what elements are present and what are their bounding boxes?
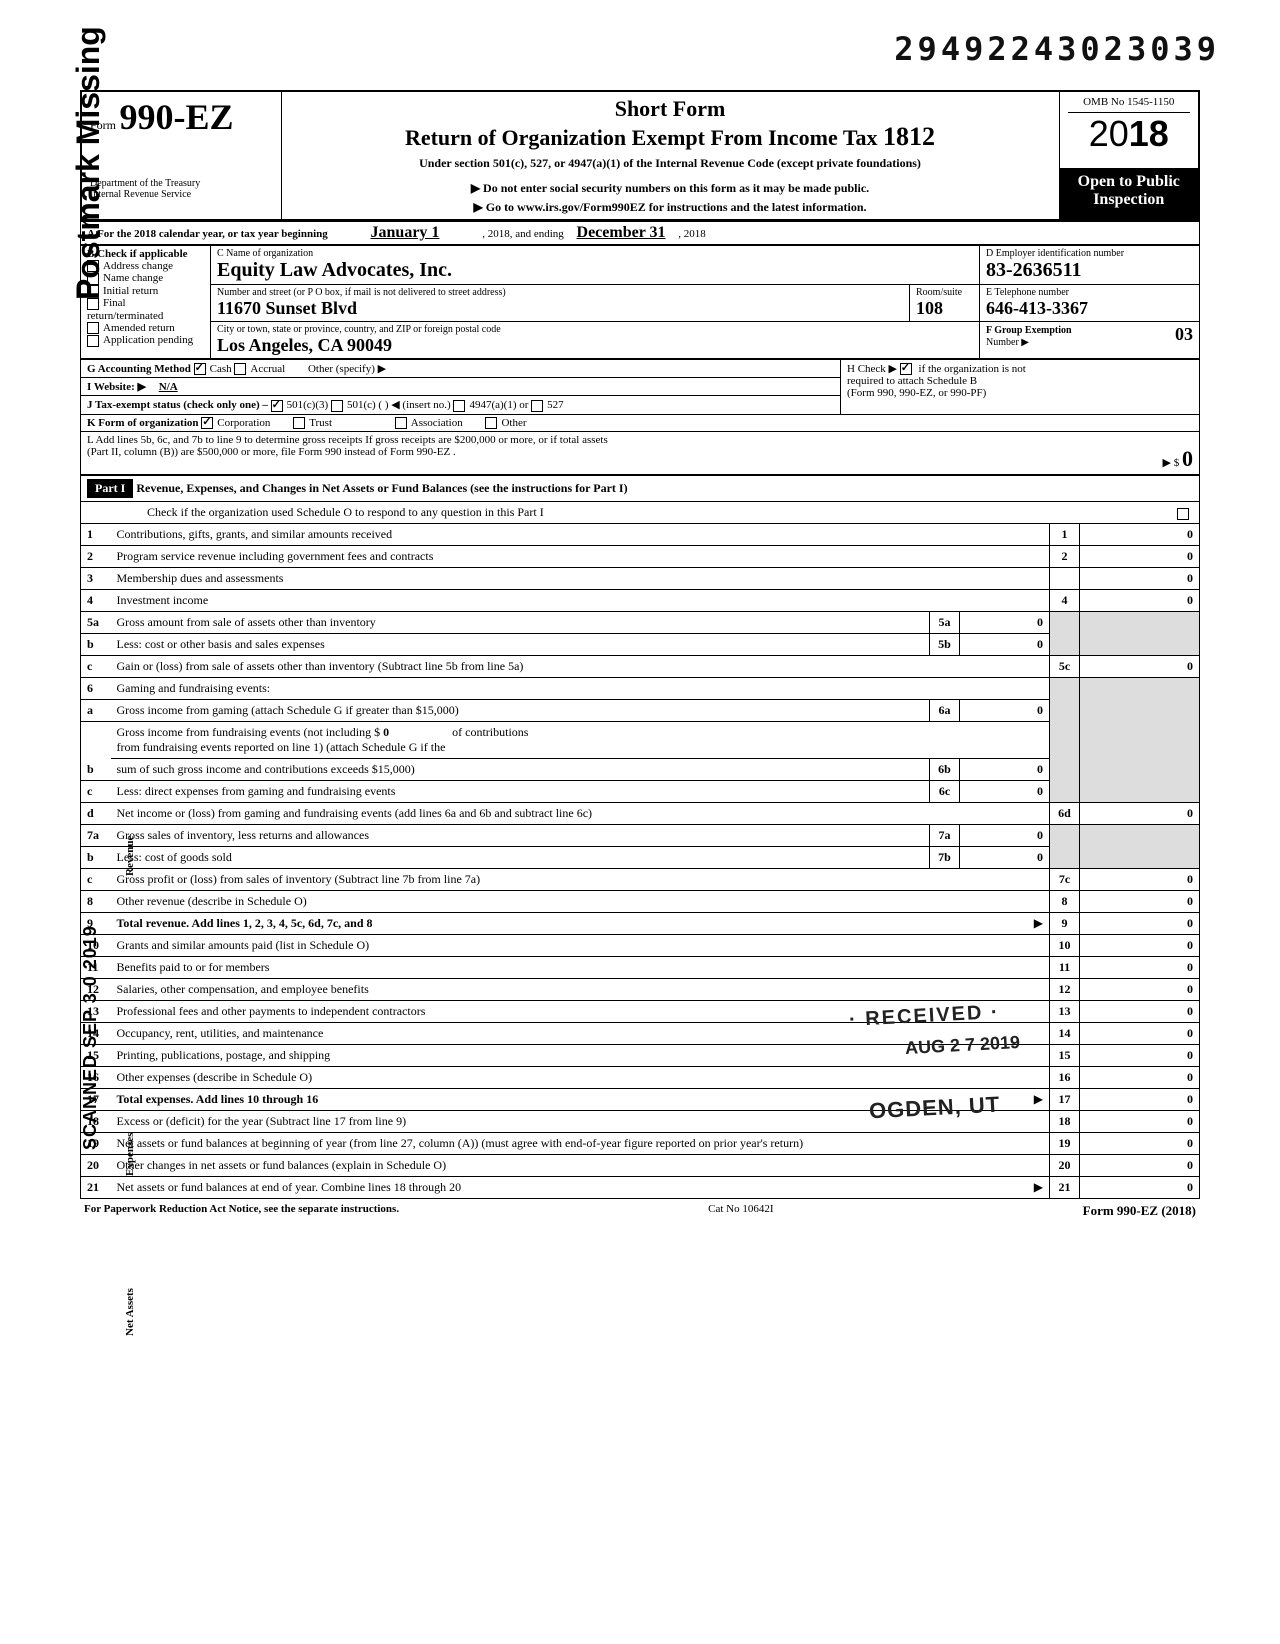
line-1-amt[interactable]: 0 [1080, 524, 1200, 546]
addr-label: Number and street (or P O box, if mail i… [217, 287, 903, 298]
entity-info-block: B Check if applicable Address change Nam… [80, 245, 1200, 359]
ein-value[interactable]: 83-2636511 [986, 259, 1193, 282]
room-suite[interactable]: 108 [916, 298, 973, 319]
part-1-table: Part I Revenue, Expenses, and Changes in… [80, 475, 1200, 1199]
omb-number: OMB No 1545-1150 [1068, 96, 1191, 113]
sections-g-l: G Accounting Method Cash Accrual Other (… [80, 359, 1200, 475]
chk-501c3[interactable] [271, 400, 283, 412]
line-10-amt[interactable]: 0 [1080, 935, 1200, 957]
chk-schedule-b[interactable] [900, 363, 912, 375]
line-12-amt[interactable]: 0 [1080, 979, 1200, 1001]
scanned-stamp: SCANNED SEP 3 0 2019 [80, 925, 101, 1150]
chk-application-pending[interactable] [87, 335, 99, 347]
line-7a-amt[interactable]: 0 [960, 825, 1050, 847]
street-address[interactable]: 11670 Sunset Blvd [217, 298, 903, 319]
gross-receipts-value[interactable]: 0 [1182, 446, 1193, 471]
form-reference: Form 990-EZ (2018) [1083, 1203, 1196, 1219]
tax-year-end[interactable]: December 31 [577, 224, 666, 241]
line-15-amt[interactable]: 0 [1080, 1045, 1200, 1067]
hand-year: 1812 [883, 122, 935, 151]
revenue-side-label: Revenue [124, 836, 136, 876]
part-1-title: Revenue, Expenses, and Changes in Net As… [136, 481, 627, 495]
line-4-amt[interactable]: 0 [1080, 590, 1200, 612]
dept-treasury: Department of the Treasury [90, 178, 273, 189]
city-state-zip[interactable]: Los Angeles, CA 90049 [217, 335, 973, 356]
netassets-side-label: Net Assets [124, 1288, 136, 1336]
dept-irs: Internal Revenue Service [90, 189, 273, 200]
chk-527[interactable] [531, 400, 543, 412]
chk-schedule-o-part1[interactable] [1177, 508, 1189, 520]
city-label: City or town, state or province, country… [217, 324, 973, 335]
form-number: 990-EZ [120, 97, 234, 137]
chk-other-org[interactable] [485, 417, 497, 429]
chk-trust[interactable] [293, 417, 305, 429]
line-8-amt[interactable]: 0 [1080, 891, 1200, 913]
line-7c-amt[interactable]: 0 [1080, 869, 1200, 891]
line-3-amt[interactable]: 0 [1080, 568, 1200, 590]
line-6b-amt[interactable]: 0 [960, 759, 1050, 781]
short-form-title: Short Form [290, 96, 1051, 122]
room-label: Room/suite [916, 287, 973, 298]
line-6c-amt[interactable]: 0 [960, 781, 1050, 803]
line-19-amt[interactable]: 0 [1080, 1133, 1200, 1155]
line-16-amt[interactable]: 0 [1080, 1067, 1200, 1089]
phone-label: E Telephone number [986, 287, 1193, 298]
paperwork-notice: For Paperwork Reduction Act Notice, see … [84, 1203, 399, 1219]
org-name[interactable]: Equity Law Advocates, Inc. [217, 259, 973, 282]
ein-label: D Employer identification number [986, 248, 1193, 259]
chk-association[interactable] [395, 417, 407, 429]
org-name-label: C Name of organization [217, 248, 973, 259]
line-5b-amt[interactable]: 0 [960, 634, 1050, 656]
page-footer: For Paperwork Reduction Act Notice, see … [80, 1203, 1200, 1219]
open-public-badge: Open to Public Inspection [1059, 169, 1199, 221]
main-title: Return of Organization Exempt From Incom… [290, 122, 1051, 152]
chk-accrual[interactable] [234, 363, 246, 375]
line-20-amt[interactable]: 0 [1080, 1155, 1200, 1177]
chk-corporation[interactable] [201, 417, 213, 429]
line-14-amt[interactable]: 0 [1080, 1023, 1200, 1045]
part-1-label: Part I [87, 479, 133, 498]
line-9-amt[interactable]: 0 [1080, 913, 1200, 935]
form-header: Form 990-EZ Department of the Treasury I… [80, 90, 1200, 221]
line-6b-contrib[interactable]: 0 [383, 725, 389, 739]
postmark-missing-label: Postmark Missing [70, 26, 107, 300]
line-11-amt[interactable]: 0 [1080, 957, 1200, 979]
catalog-number: Cat No 10642I [708, 1203, 773, 1219]
line-5c-amt[interactable]: 0 [1080, 656, 1200, 678]
tax-year-begin[interactable]: January 1 [371, 224, 440, 241]
goto-link: ▶ Go to www.irs.gov/Form990EZ for instru… [290, 200, 1051, 215]
line-6a-amt[interactable]: 0 [960, 700, 1050, 722]
section-a-row: A For the 2018 calendar year, or tax yea… [80, 221, 1200, 245]
subtitle: Under section 501(c), 527, or 4947(a)(1)… [290, 156, 1051, 171]
line-7b-amt[interactable]: 0 [960, 847, 1050, 869]
line-2-amt[interactable]: 0 [1080, 546, 1200, 568]
chk-cash[interactable] [194, 363, 206, 375]
chk-4947[interactable] [453, 400, 465, 412]
line-13-amt[interactable]: 0 [1080, 1001, 1200, 1023]
foreign-code[interactable]: 03 [1175, 324, 1193, 345]
tax-year: 2018 [1068, 113, 1191, 155]
chk-501c[interactable] [331, 400, 343, 412]
expenses-side-label: Expenses [124, 1133, 136, 1176]
line-17-amt[interactable]: 0 [1080, 1089, 1200, 1111]
phone-value[interactable]: 646-413-3367 [986, 298, 1193, 319]
chk-amended-return[interactable] [87, 322, 99, 334]
website-value[interactable]: N/A [159, 381, 178, 393]
line-5a-amt[interactable]: 0 [960, 612, 1050, 634]
line-18-amt[interactable]: 0 [1080, 1111, 1200, 1133]
ssn-notice: ▶ Do not enter social security numbers o… [290, 181, 1051, 196]
line-21-amt[interactable]: 0 [1080, 1177, 1200, 1199]
line-6d-amt[interactable]: 0 [1080, 803, 1200, 825]
